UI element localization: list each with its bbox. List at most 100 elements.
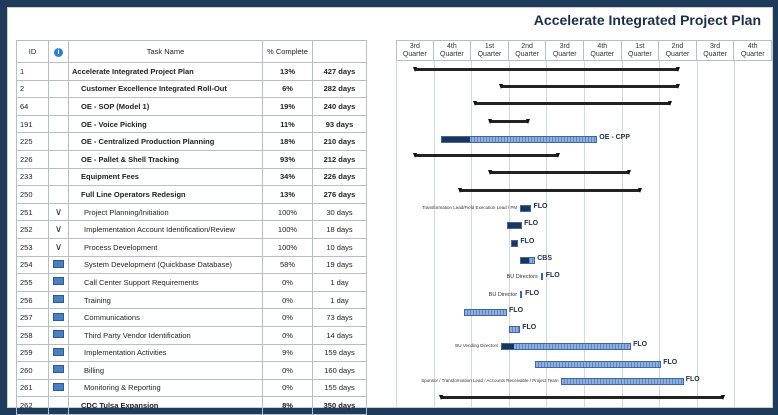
milestone-marker[interactable] bbox=[520, 290, 523, 298]
row-id[interactable]: 2 bbox=[16, 79, 49, 99]
row-indicator bbox=[48, 325, 69, 345]
task-name[interactable]: Implementation Activities bbox=[68, 343, 263, 363]
row-id[interactable]: 255 bbox=[16, 273, 49, 292]
task-name[interactable]: Accelerate Integrated Project Plan bbox=[68, 62, 263, 81]
row-id[interactable]: 253 bbox=[16, 237, 49, 257]
task-name[interactable]: Implementation Account Identification/Re… bbox=[68, 220, 263, 239]
task-name[interactable]: Monitoring & Reporting bbox=[68, 378, 263, 398]
table-row[interactable]: 251 ∨ Project Planning/Initiation 100% 30 da… bbox=[16, 202, 367, 222]
task-bar[interactable] bbox=[535, 360, 662, 368]
column-header-id[interactable]: ID bbox=[16, 40, 49, 63]
table-row[interactable]: 253 ∨ Process Development 100% 10 days bbox=[16, 237, 367, 257]
column-header-task-name[interactable]: Task Name bbox=[68, 40, 263, 63]
task-name[interactable]: CDC Tulsa Expansion bbox=[68, 396, 263, 415]
duration: 210 days bbox=[312, 132, 367, 151]
quarter-header: 2nd Quarter bbox=[508, 40, 547, 61]
task-name[interactable]: Training bbox=[68, 290, 263, 310]
summary-bar[interactable] bbox=[412, 153, 560, 159]
resource-label: BU Director bbox=[488, 291, 518, 298]
row-id[interactable]: 254 bbox=[16, 255, 49, 275]
row-id[interactable]: 225 bbox=[16, 132, 49, 151]
row-indicator bbox=[48, 378, 69, 398]
grid-line bbox=[433, 61, 435, 407]
table-row[interactable]: 64 OE - SOP (Model 1) 19% 240 days bbox=[16, 97, 367, 116]
row-indicator bbox=[48, 290, 69, 310]
task-bar[interactable] bbox=[520, 205, 532, 213]
row-id[interactable]: 226 bbox=[16, 149, 49, 169]
row-id[interactable]: 262 bbox=[16, 396, 49, 415]
summary-bar[interactable] bbox=[472, 101, 672, 107]
task-name[interactable]: Process Development bbox=[68, 237, 263, 257]
task-name[interactable]: Project Planning/Initiation bbox=[68, 202, 263, 222]
row-id[interactable]: 251 bbox=[16, 202, 49, 222]
row-id[interactable]: 252 bbox=[16, 220, 49, 239]
row-id[interactable]: 1 bbox=[16, 62, 49, 81]
table-row[interactable]: 255 Call Center Support Requirements 0% 1 d… bbox=[16, 273, 367, 292]
task-name[interactable]: OE - Centralized Production Planning bbox=[68, 132, 263, 151]
task-bar[interactable] bbox=[508, 326, 521, 334]
table-row[interactable]: 258 Third Party Vendor Identification 0% 14… bbox=[16, 325, 367, 345]
task-name[interactable]: Billing bbox=[68, 361, 263, 380]
task-name[interactable]: Equipment Fees bbox=[68, 167, 263, 187]
table-row[interactable]: 262 CDC Tulsa Expansion 8% 350 days bbox=[16, 396, 367, 415]
task-name[interactable]: Third Party Vendor Identification bbox=[68, 325, 263, 345]
row-id[interactable]: 260 bbox=[16, 361, 49, 380]
task-bar[interactable] bbox=[510, 239, 519, 247]
summary-bar[interactable] bbox=[412, 66, 681, 72]
task-bar[interactable] bbox=[506, 222, 523, 230]
grid-line bbox=[734, 61, 736, 407]
column-header-percent-complete[interactable]: % Complete bbox=[262, 40, 313, 63]
table-row[interactable]: 260 Billing 0% 160 days bbox=[16, 361, 367, 380]
milestone-marker[interactable] bbox=[540, 273, 543, 281]
row-id[interactable]: 258 bbox=[16, 325, 49, 345]
row-id[interactable]: 64 bbox=[16, 97, 49, 116]
summary-bar[interactable] bbox=[499, 83, 680, 89]
row-id[interactable]: 261 bbox=[16, 378, 49, 398]
table-row[interactable]: 250 Full Line Operators Redesign 13% 276 da… bbox=[16, 185, 367, 204]
task-bar[interactable] bbox=[520, 256, 536, 264]
task-name[interactable]: System Development (Quickbase Database) bbox=[68, 255, 263, 275]
task-name[interactable]: Call Center Support Requirements bbox=[68, 273, 263, 292]
table-row[interactable]: 233 Equipment Fees 34% 226 days bbox=[16, 167, 367, 187]
table-row[interactable]: 257 Communications 0% 73 days bbox=[16, 308, 367, 327]
table-row[interactable]: 254 System Development (Quickbase Databas… bbox=[16, 255, 367, 275]
summary-bar[interactable] bbox=[487, 170, 632, 176]
duration: 1 day bbox=[312, 290, 367, 310]
table-row[interactable]: 259 Implementation Activities 9% 159 days bbox=[16, 343, 367, 363]
bar-label: FLO bbox=[663, 358, 678, 366]
task-bar[interactable] bbox=[561, 378, 684, 386]
summary-bar[interactable] bbox=[488, 118, 530, 124]
summary-bar[interactable] bbox=[439, 395, 726, 401]
table-row[interactable]: 252 ∨ Implementation Account Identificatio… bbox=[16, 220, 367, 239]
task-name[interactable]: Communications bbox=[68, 308, 263, 327]
row-id[interactable]: 259 bbox=[16, 343, 49, 363]
task-bar[interactable] bbox=[463, 308, 508, 316]
bar-label: CBS bbox=[537, 254, 553, 262]
row-id[interactable]: 256 bbox=[16, 290, 49, 310]
table-row[interactable]: 226 OE - Pallet & Shell Tracking 93% 212 da… bbox=[16, 149, 367, 169]
quarter-header: 4th Quarter bbox=[734, 40, 772, 61]
row-indicator bbox=[48, 273, 69, 292]
row-id[interactable]: 233 bbox=[16, 167, 49, 187]
table-row[interactable]: 225 OE - Centralized Production Planning 1… bbox=[16, 132, 367, 151]
task-name[interactable]: OE - SOP (Model 1) bbox=[68, 97, 263, 116]
column-header-duration[interactable] bbox=[312, 40, 367, 63]
table-row[interactable]: 1 Accelerate Integrated Project Plan 13% 42… bbox=[16, 62, 367, 81]
task-name[interactable]: Customer Excellence Integrated Roll-Out bbox=[68, 79, 263, 99]
row-id[interactable]: 257 bbox=[16, 308, 49, 327]
task-bar[interactable] bbox=[501, 343, 632, 351]
progress-fill bbox=[521, 257, 529, 263]
column-header-info[interactable]: i bbox=[48, 40, 69, 63]
table-row[interactable]: 191 OE - Voice Picking 11% 93 days bbox=[16, 114, 367, 134]
table-row[interactable]: 2 Customer Excellence Integrated Roll-Out… bbox=[16, 79, 367, 99]
summary-bar[interactable] bbox=[457, 187, 643, 193]
table-row[interactable]: 256 Training 0% 1 day bbox=[16, 290, 367, 310]
table-row[interactable]: 261 Monitoring & Reporting 0% 155 days bbox=[16, 378, 367, 398]
task-name[interactable]: OE - Pallet & Shell Tracking bbox=[68, 149, 263, 169]
task-name[interactable]: OE - Voice Picking bbox=[68, 114, 263, 134]
row-id[interactable]: 191 bbox=[16, 114, 49, 134]
row-id[interactable]: 250 bbox=[16, 185, 49, 204]
percent-complete: 58% bbox=[262, 255, 313, 275]
task-bar[interactable] bbox=[441, 135, 598, 143]
task-name[interactable]: Full Line Operators Redesign bbox=[68, 185, 263, 204]
